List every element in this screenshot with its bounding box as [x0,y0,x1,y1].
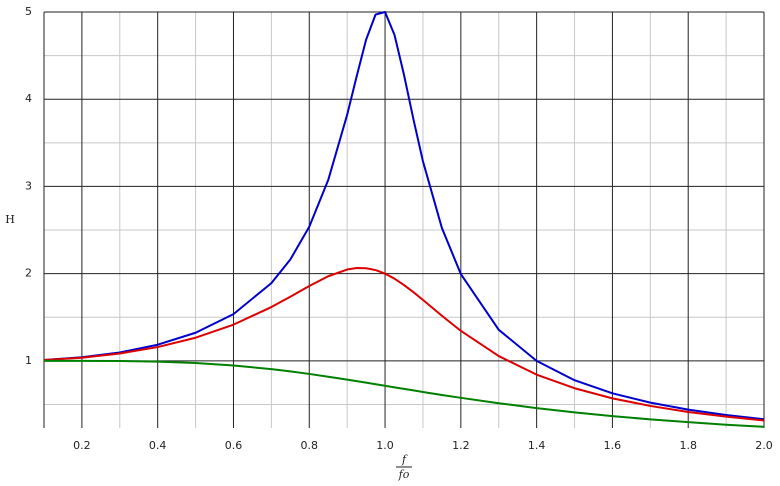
series-line [43,267,765,422]
x-tick-label: 0.8 [301,439,319,452]
series-line [43,11,765,421]
x-tick-label: 1.0 [376,439,394,452]
y-axis-label: H [5,213,15,226]
x-tick-label: 0.4 [149,439,167,452]
y-tick-label: 5 [25,5,32,18]
x-tick-label: 2.0 [755,439,773,452]
x-tick-label: 1.4 [528,439,546,452]
y-tick-label: 1 [25,354,32,367]
x-tick-label: 0.2 [73,439,91,452]
x-axis-label-denominator: fo [398,468,410,481]
x-axis-label-numerator: f [401,453,408,466]
series-line [44,359,765,428]
y-tick-label: 3 [25,179,32,192]
x-tick-label: 1.6 [604,439,622,452]
x-tick-label: 1.8 [679,439,697,452]
y-tick-label: 2 [25,267,32,280]
x-tick-label: 0.6 [225,439,243,452]
y-tick-label: 4 [25,92,32,105]
x-tick-label: 1.2 [452,439,470,452]
